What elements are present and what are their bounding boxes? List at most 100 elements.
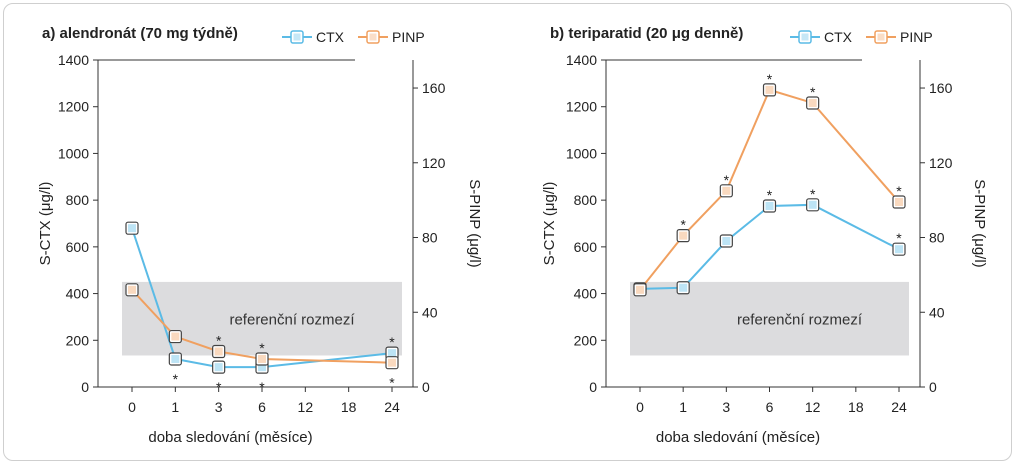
legend-label-ctx: CTX bbox=[824, 29, 853, 45]
x-tick-label: 1 bbox=[171, 399, 179, 415]
data-point-pinp bbox=[762, 83, 777, 97]
data-point-pinp bbox=[168, 329, 182, 344]
data-point-fill bbox=[214, 347, 223, 356]
data-point-pinp bbox=[633, 283, 647, 297]
data-point-ctx bbox=[762, 199, 777, 213]
data-point-pinp bbox=[892, 195, 906, 209]
data-point-fill bbox=[388, 349, 396, 358]
data-point-fill bbox=[171, 332, 180, 341]
significance-star: * bbox=[389, 375, 395, 391]
data-point-pinp bbox=[212, 344, 226, 359]
data-point-fill bbox=[808, 98, 817, 107]
y-tick-label: 400 bbox=[66, 286, 90, 302]
x-tick-label: 3 bbox=[215, 399, 223, 415]
data-point-ctx bbox=[676, 281, 690, 295]
data-point-fill bbox=[214, 363, 223, 372]
significance-star: * bbox=[173, 371, 179, 387]
y-tick-label: 200 bbox=[574, 332, 598, 348]
data-point-fill bbox=[128, 224, 136, 233]
significance-star: * bbox=[767, 71, 773, 87]
y-tick-label: 1400 bbox=[566, 52, 597, 68]
x-axis-label: doba sledování (měsíce) bbox=[656, 429, 820, 446]
legend-marker-fill bbox=[801, 33, 809, 41]
significance-star: * bbox=[216, 332, 222, 348]
data-point-fill bbox=[679, 231, 688, 240]
y2-axis-label: S-PINP (μg/l) bbox=[466, 179, 483, 267]
significance-star: * bbox=[724, 172, 730, 188]
figure-frame bbox=[3, 3, 1012, 461]
y2-tick-label: 40 bbox=[422, 304, 438, 320]
y-tick-label: 800 bbox=[66, 192, 90, 208]
data-point-fill bbox=[722, 186, 731, 195]
y-tick-label: 1400 bbox=[58, 52, 89, 68]
legend-label-pinp: PINP bbox=[900, 29, 933, 45]
x-axis-label: doba sledování (měsíce) bbox=[148, 429, 312, 446]
data-point-fill bbox=[722, 237, 731, 246]
y-tick-label: 600 bbox=[66, 239, 90, 255]
legend-marker-pinp bbox=[874, 30, 888, 44]
y2-axis-label: S-PINP (μg/l) bbox=[971, 179, 988, 267]
legend-marker-fill bbox=[369, 33, 377, 41]
data-point-pinp bbox=[676, 229, 690, 243]
y-tick-label: 1000 bbox=[566, 145, 597, 161]
y2-tick-label: 160 bbox=[929, 80, 953, 96]
data-point-pinp bbox=[719, 184, 733, 198]
data-point-ctx bbox=[719, 234, 733, 248]
y-tick-label: 1200 bbox=[566, 99, 597, 115]
legend-marker-ctx bbox=[290, 30, 304, 44]
data-point-ctx bbox=[168, 352, 182, 366]
series-line-pinp bbox=[639, 88, 900, 291]
y2-tick-label: 40 bbox=[929, 304, 945, 320]
x-tick-label: 24 bbox=[384, 399, 400, 415]
y2-tick-label: 120 bbox=[929, 155, 953, 171]
data-point-fill bbox=[895, 245, 903, 254]
x-tick-label: 12 bbox=[298, 399, 314, 415]
significance-star: * bbox=[680, 217, 686, 233]
significance-star: * bbox=[896, 230, 902, 246]
x-tick-label: 18 bbox=[341, 399, 357, 415]
data-point-pinp bbox=[806, 96, 820, 110]
x-tick-label: 24 bbox=[891, 399, 907, 415]
y-tick-label: 1200 bbox=[58, 99, 89, 115]
y2-tick-label: 160 bbox=[422, 80, 446, 96]
data-point-fill bbox=[765, 85, 774, 94]
y2-tick-label: 80 bbox=[929, 230, 945, 246]
data-point-fill bbox=[679, 283, 688, 292]
y2-tick-label: 0 bbox=[929, 379, 937, 395]
x-tick-label: 18 bbox=[848, 399, 864, 415]
y2-tick-label: 120 bbox=[422, 155, 446, 171]
x-tick-label: 12 bbox=[805, 399, 821, 415]
y-tick-label: 0 bbox=[81, 379, 89, 395]
data-point-fill bbox=[258, 354, 266, 363]
data-point-fill bbox=[895, 198, 903, 207]
reference-band bbox=[630, 281, 909, 356]
y-tick-label: 800 bbox=[574, 192, 598, 208]
chart-title: a) alendronát (70 mg týdně) bbox=[42, 25, 238, 42]
significance-star: * bbox=[896, 183, 902, 199]
y-axis-label: S-CTX (μg/l) bbox=[541, 182, 558, 266]
data-point-ctx bbox=[806, 198, 820, 212]
significance-star: * bbox=[810, 186, 816, 202]
reference-band bbox=[122, 281, 402, 356]
y-tick-label: 0 bbox=[589, 379, 597, 395]
x-tick-label: 0 bbox=[636, 399, 644, 415]
data-point-pinp bbox=[125, 283, 139, 297]
significance-star: * bbox=[810, 84, 816, 100]
significance-star: * bbox=[259, 379, 265, 395]
x-tick-label: 0 bbox=[128, 399, 136, 415]
series-line-ctx bbox=[639, 203, 900, 290]
legend-label-pinp: PINP bbox=[392, 29, 425, 45]
y-axis-label: S-CTX (μg/l) bbox=[37, 182, 54, 266]
y2-tick-label: 0 bbox=[422, 379, 430, 395]
data-point-ctx bbox=[125, 221, 139, 235]
x-tick-label: 6 bbox=[766, 399, 774, 415]
data-point-ctx bbox=[212, 360, 226, 374]
reference-band-label: referenční rozmezí bbox=[229, 312, 355, 329]
data-point-pinp bbox=[385, 356, 399, 370]
y2-tick-label: 80 bbox=[422, 230, 438, 246]
data-point-fill bbox=[258, 363, 266, 372]
legend-marker-fill bbox=[877, 33, 885, 41]
x-tick-label: 3 bbox=[722, 399, 730, 415]
data-point-fill bbox=[636, 285, 644, 294]
